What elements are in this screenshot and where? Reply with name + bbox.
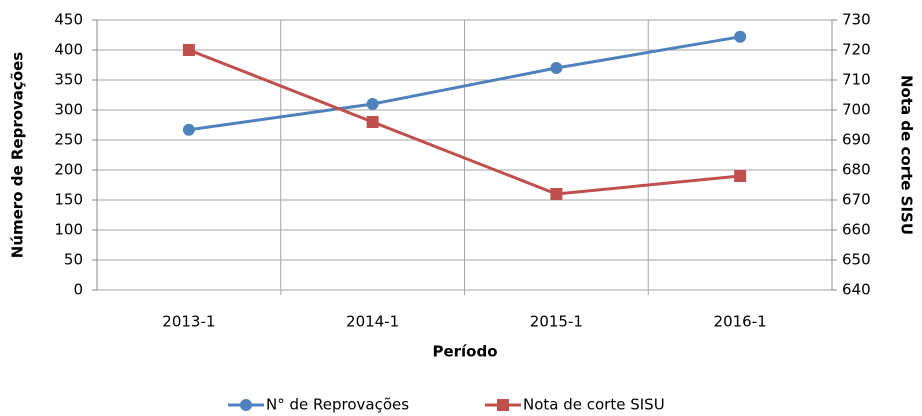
y2-tick-label: 660	[842, 221, 871, 239]
legend-label: Nota de corte SISU	[523, 396, 665, 414]
y2-axis-label: Nota de corte SISU	[898, 75, 916, 235]
point	[182, 44, 195, 56]
point	[734, 170, 747, 182]
x-axis-label: Período	[432, 343, 497, 361]
y2-tick-label: 650	[842, 251, 871, 269]
point	[550, 62, 563, 74]
point	[182, 123, 195, 136]
legend-marker	[240, 399, 252, 411]
y-tick-label: 300	[54, 101, 83, 119]
legend-label: N° de Reprovações	[266, 396, 409, 414]
y2-tick-label: 700	[842, 101, 871, 119]
x-tick-label: 2015-1	[530, 313, 583, 331]
point	[366, 98, 379, 110]
legend-marker	[497, 399, 509, 411]
y-tick-label: 150	[54, 191, 83, 209]
line	[188, 35, 741, 132]
y-tick-label: 350	[54, 71, 83, 89]
x-tick-label: 2014-1	[346, 313, 399, 331]
x-tick-label: 2016-1	[714, 313, 767, 331]
y-tick-label: 200	[54, 161, 83, 179]
y2-tick-label: 690	[842, 131, 871, 149]
y2-tick-label: 680	[842, 161, 871, 179]
y2-tick-label: 640	[842, 281, 871, 299]
point	[366, 116, 379, 128]
y-tick-label: 400	[54, 41, 83, 59]
point	[734, 30, 747, 43]
y-axis-label: Número de Reprovações	[9, 52, 27, 259]
y-tick-label: 100	[54, 221, 83, 239]
y-tick-label: 450	[54, 11, 83, 29]
y2-tick-label: 710	[842, 71, 871, 89]
y-tick-label: 0	[73, 281, 83, 299]
point	[550, 188, 563, 200]
y-tick-label: 250	[54, 131, 83, 149]
line	[188, 48, 741, 196]
y2-tick-label: 720	[842, 41, 871, 59]
x-tick-label: 2013-1	[162, 313, 215, 331]
y2-tick-label: 670	[842, 191, 871, 209]
y2-tick-label: 730	[842, 11, 871, 29]
y-tick-label: 50	[64, 251, 83, 269]
